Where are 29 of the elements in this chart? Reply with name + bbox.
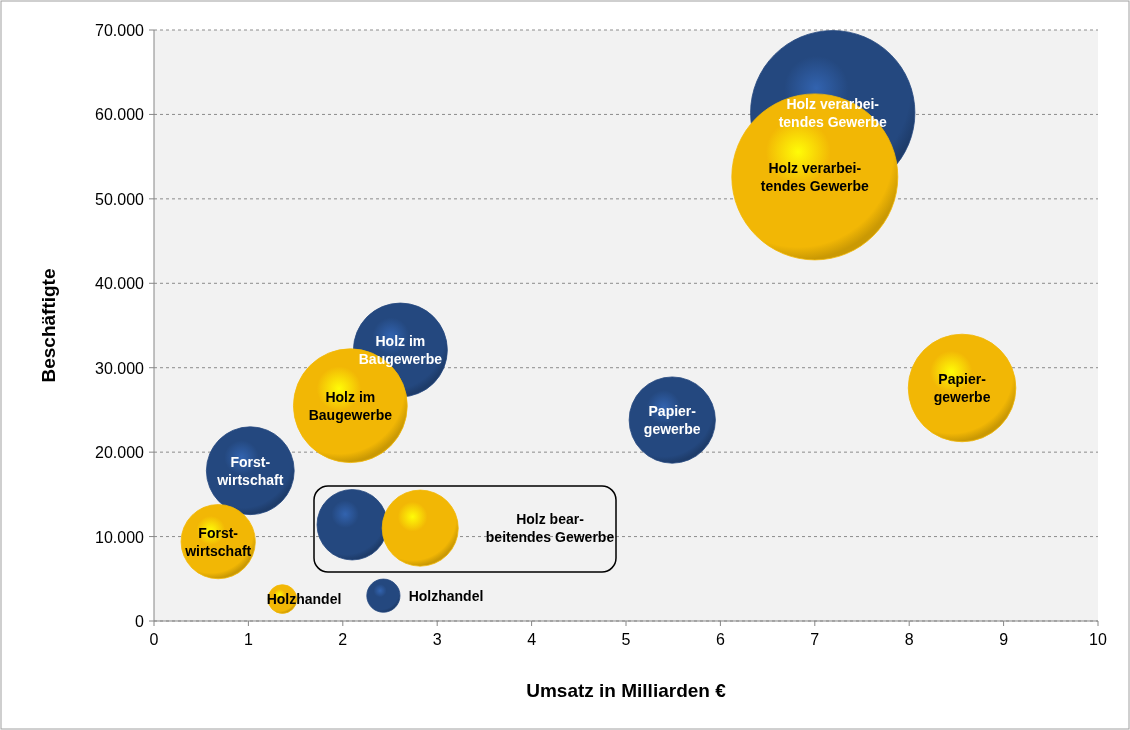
x-tick-label: 8 xyxy=(904,631,914,648)
x-tick-label: 10 xyxy=(1089,631,1107,648)
annotation: Forst- wirtschaft xyxy=(216,453,284,488)
y-tick-label: 40.000 xyxy=(95,275,145,293)
y-tick-label: 20.000 xyxy=(95,444,145,462)
x-axis-title: Umsatz in Milliarden € xyxy=(526,680,727,701)
annotation: Papier- gewerbe xyxy=(933,370,991,405)
x-tick-label: 5 xyxy=(621,631,631,648)
x-tick-label: 0 xyxy=(149,631,159,648)
annotation: Papier- gewerbe xyxy=(643,403,701,438)
annotation: Holzhandel xyxy=(408,587,484,604)
x-tick-label: 1 xyxy=(243,631,253,648)
annotation: Holz verarbei- tendes Gewerbe xyxy=(760,159,870,194)
y-axis-title: Beschäftigte xyxy=(38,268,59,383)
annotation: Forst- wirtschaft xyxy=(184,524,252,559)
y-tick-label: 60.000 xyxy=(95,106,145,124)
x-tick-label: 9 xyxy=(999,631,1009,648)
x-tick-label: 3 xyxy=(432,631,442,648)
y-tick-label: 30.000 xyxy=(95,359,145,377)
annotation: Holz bear- beitendes Gewerbe xyxy=(485,511,615,545)
x-tick-label: 7 xyxy=(810,631,820,648)
annotation: Holz im Baugewerbe xyxy=(308,388,393,423)
x-tick-label: 2 xyxy=(338,631,348,648)
x-tick-label: 4 xyxy=(527,631,537,648)
y-tick-label: 10.000 xyxy=(95,528,145,546)
y-tick-label: 50.000 xyxy=(95,190,145,208)
x-tick-label: 6 xyxy=(715,631,725,648)
y-tick-label: 0 xyxy=(135,613,145,630)
y-tick-label: 70.000 xyxy=(95,22,145,39)
